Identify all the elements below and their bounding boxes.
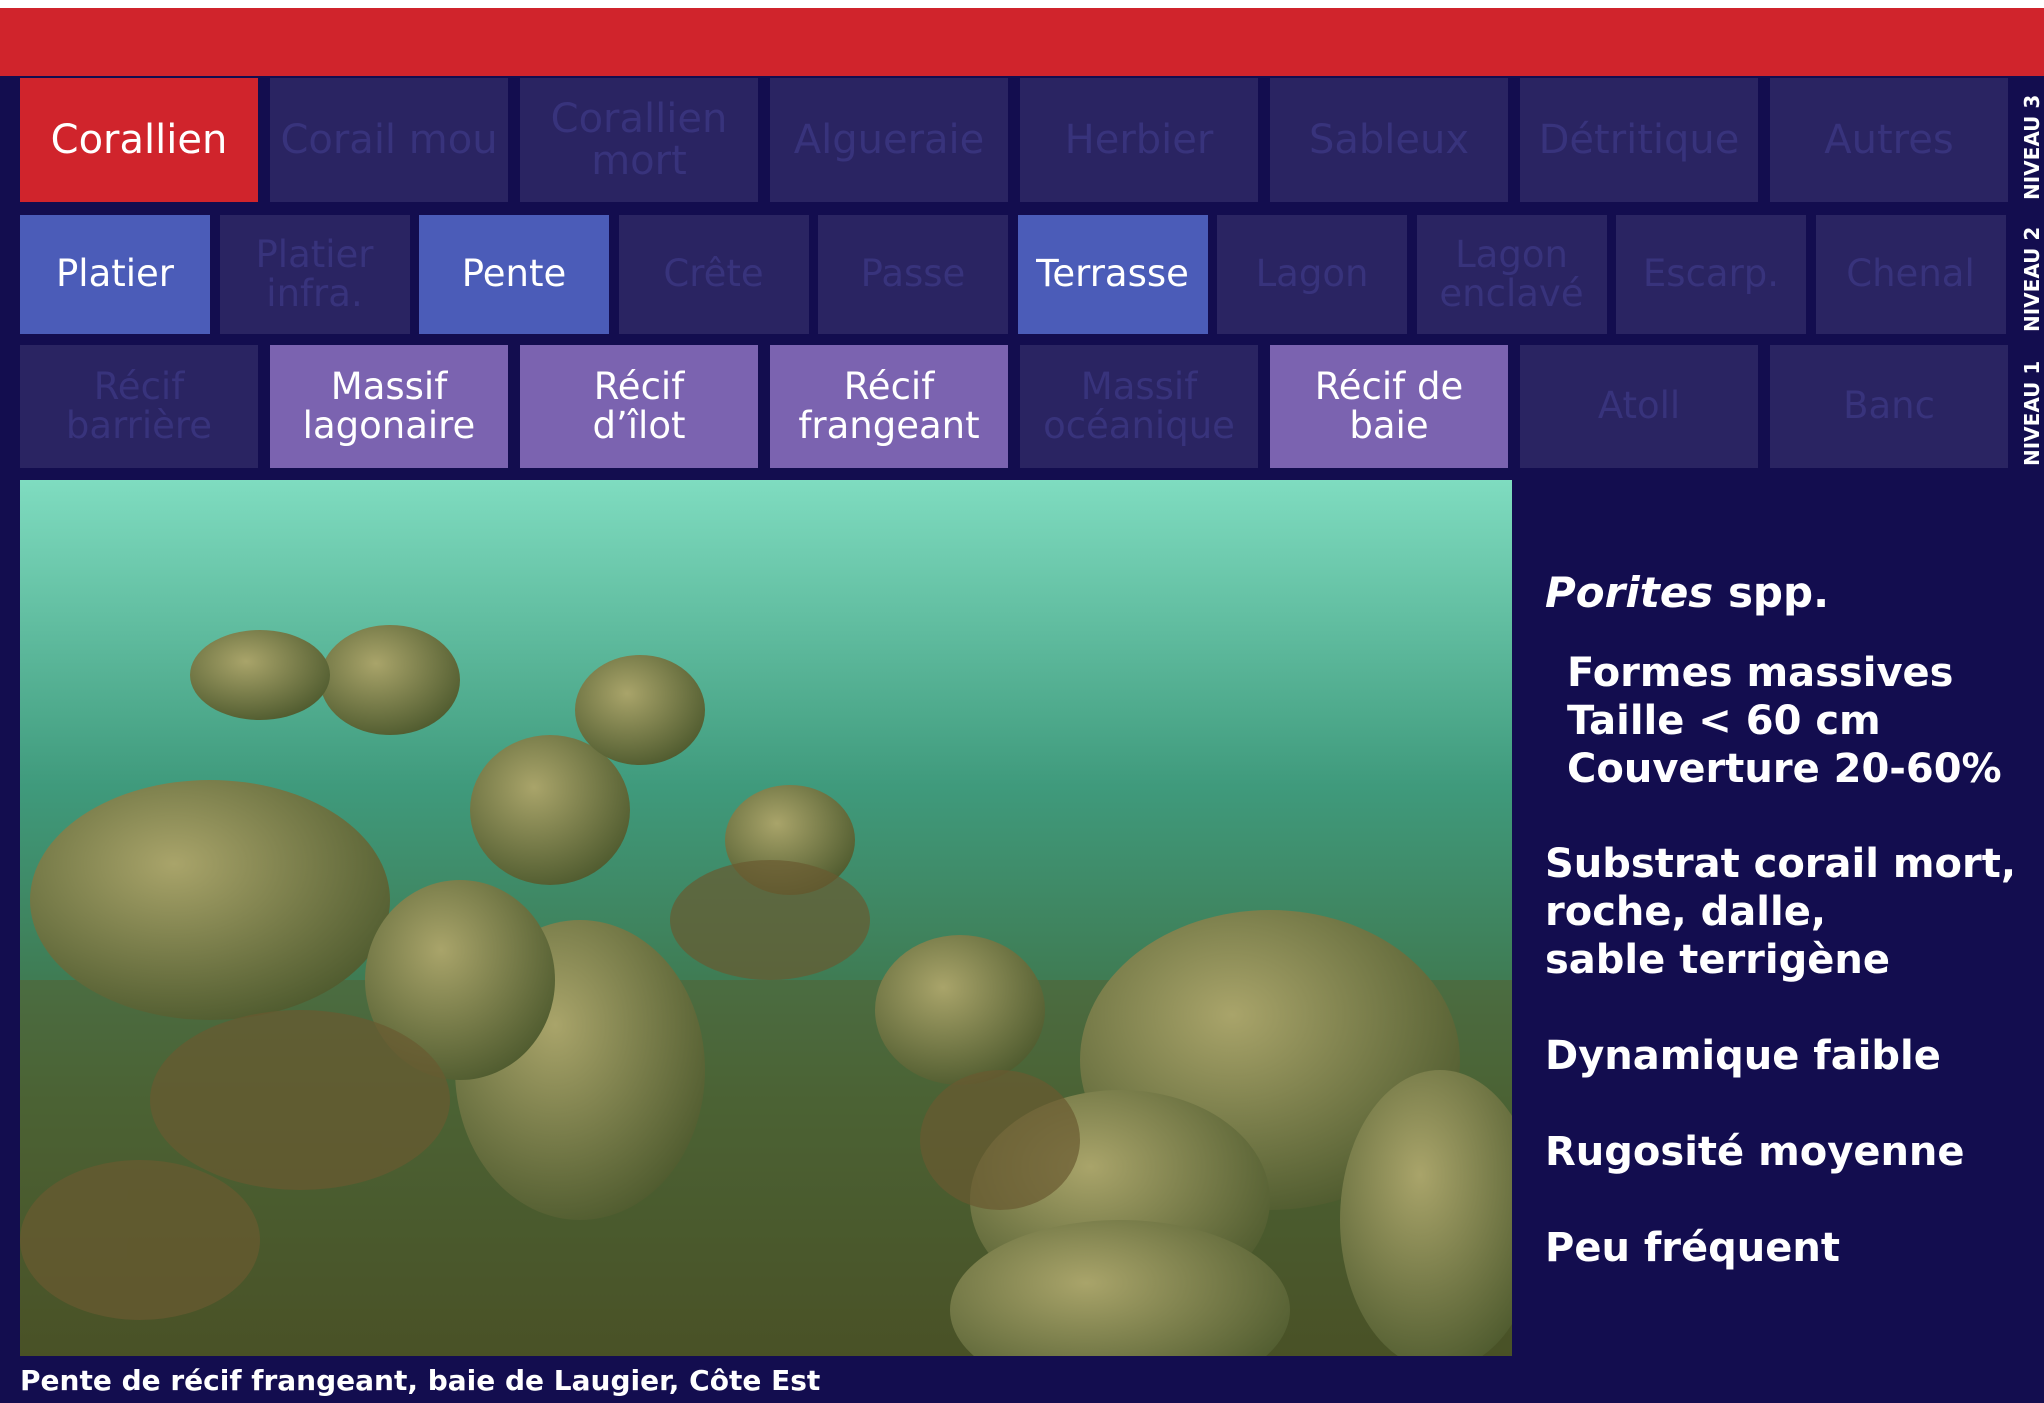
level-tile: Détritique bbox=[1520, 78, 1758, 202]
substrate: Substrat corail mort, roche, dalle, sabl… bbox=[1545, 840, 2016, 984]
level-tile: Massif océanique bbox=[1020, 345, 1258, 468]
tile-label: Récif bbox=[93, 364, 185, 408]
level-tile: Terrasse bbox=[1017, 215, 1208, 334]
level-tile: Récif frangeant bbox=[770, 345, 1008, 468]
tile-label: Corail mou bbox=[280, 117, 498, 163]
level-tile: Autres bbox=[1770, 78, 2008, 202]
tile-label: Lagon bbox=[1255, 252, 1369, 296]
tile-label: Crête bbox=[663, 252, 764, 296]
level-tile: Platier bbox=[20, 215, 210, 334]
level-tile: Chenal bbox=[1815, 215, 2006, 334]
level-tile: Récif barrière bbox=[20, 345, 258, 468]
level-tile: Crête bbox=[618, 215, 809, 334]
tile-label: Chenal bbox=[1846, 252, 1975, 296]
tile-label: Pente bbox=[461, 252, 567, 296]
level-tile: Atoll bbox=[1520, 345, 1758, 468]
tile-label: Atoll bbox=[1597, 384, 1681, 428]
level-tile: Escarp. bbox=[1616, 215, 1806, 334]
substrate-line: roche, dalle, bbox=[1545, 889, 1827, 935]
tile-label: Massif bbox=[330, 364, 448, 408]
level-tile: Corallien mort bbox=[520, 78, 758, 202]
level-label: NIVEAU 2 bbox=[2020, 226, 2044, 332]
level-tile: Sableux bbox=[1270, 78, 1508, 202]
tile-label: Passe bbox=[860, 252, 966, 296]
tile-label: océanique bbox=[1043, 403, 1235, 447]
level-tile: Corail mou bbox=[270, 78, 508, 202]
tile-label: Herbier bbox=[1064, 117, 1214, 163]
level-tile: Récif d’îlot bbox=[520, 345, 758, 468]
level-label: NIVEAU 3 bbox=[2020, 94, 2044, 200]
level-tile: Banc bbox=[1770, 345, 2008, 468]
tile-label: frangeant bbox=[798, 403, 980, 447]
level-tile: Algueraie bbox=[770, 78, 1008, 202]
tile-label: Récif bbox=[843, 364, 935, 408]
tile-label: Platier bbox=[55, 252, 175, 296]
level-tile: Lagon enclavé bbox=[1416, 215, 1607, 334]
frequency: Peu fréquent bbox=[1545, 1225, 1840, 1271]
tile-label: Massif bbox=[1080, 364, 1198, 408]
tile-label: Lagon bbox=[1455, 232, 1568, 276]
tile-label: lagonaire bbox=[302, 403, 476, 447]
species-genus: Porites bbox=[1545, 568, 1714, 617]
tile-label: Autres bbox=[1824, 117, 1954, 163]
species: Porites spp. bbox=[1545, 569, 1829, 617]
level-tile: Lagon bbox=[1217, 215, 1407, 334]
substrate-line: sable terrigène bbox=[1545, 937, 1890, 983]
trait: Couverture 20-60% bbox=[1567, 746, 2002, 792]
dynamics: Dynamique faible bbox=[1545, 1033, 1941, 1079]
tile-label: Récif bbox=[593, 364, 685, 408]
trait: Formes massives bbox=[1567, 650, 1954, 696]
species-suffix: spp. bbox=[1727, 568, 1830, 617]
tile-label: baie bbox=[1349, 403, 1429, 447]
roughness: Rugosité moyenne bbox=[1545, 1129, 1965, 1175]
tile-label: Terrasse bbox=[1036, 252, 1189, 296]
substrate-line: Substrat corail mort, bbox=[1545, 841, 2017, 887]
tile-label: Corallien bbox=[550, 96, 728, 142]
tile-label: Récif de bbox=[1314, 364, 1464, 408]
trait: Taille < 60 cm bbox=[1567, 698, 1881, 744]
header-bar bbox=[0, 8, 2044, 76]
level-tile: Récif de baie bbox=[1270, 345, 1508, 468]
level-tile: Massif lagonaire bbox=[270, 345, 508, 468]
level-tile: Passe bbox=[818, 215, 1008, 334]
tile-label: Corallien bbox=[50, 117, 228, 163]
level-tile: Pente bbox=[419, 215, 609, 334]
level-tile: Herbier bbox=[1020, 78, 1258, 202]
tile-label: d’îlot bbox=[592, 403, 686, 447]
tile-label: Sableux bbox=[1308, 117, 1470, 163]
tile-label: Banc bbox=[1843, 384, 1935, 428]
level-tile: Platier infra. bbox=[219, 215, 410, 334]
tile-label: mort bbox=[591, 138, 687, 184]
tile-label: Détritique bbox=[1538, 117, 1740, 163]
tile-label: Algueraie bbox=[793, 117, 985, 163]
tile-label: enclavé bbox=[1439, 271, 1584, 315]
level-label: NIVEAU 1 bbox=[2020, 360, 2044, 466]
tile-label: barrière bbox=[65, 403, 213, 447]
caption: Pente de récif frangeant, baie de Laugie… bbox=[20, 1364, 821, 1397]
top-margin bbox=[0, 0, 2044, 8]
traits: Formes massives Taille < 60 cm Couvertur… bbox=[1567, 649, 2002, 793]
level-tile: Corallien bbox=[20, 78, 258, 202]
tile-label: Platier bbox=[255, 232, 374, 276]
tile-label: Escarp. bbox=[1642, 252, 1780, 296]
reef-photo bbox=[20, 480, 1512, 1356]
tile-label: infra. bbox=[266, 271, 363, 315]
